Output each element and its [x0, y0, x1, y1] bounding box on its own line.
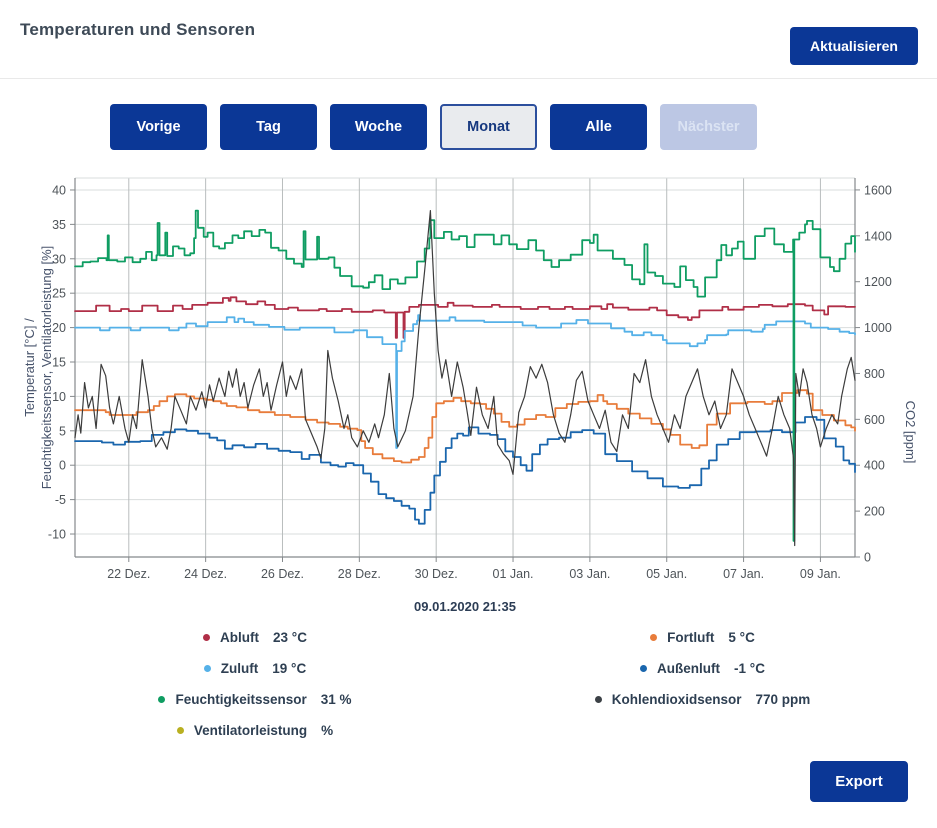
legend-value: 5 °C: [728, 630, 755, 645]
left-axis-tick-label: -10: [48, 528, 66, 542]
page-title: Temperaturen und Sensoren: [20, 20, 256, 39]
legend-item-ventilatorleistung[interactable]: Ventilatorleistung%: [0, 715, 510, 746]
right-axis-tick-label: 400: [864, 459, 885, 473]
legend-value: 31 %: [320, 692, 352, 707]
left-axis-tick-label: 30: [52, 252, 66, 266]
x-axis-tick-label: 26 Dez.: [261, 567, 304, 581]
chart-legend: Abluft 23 °C Zuluft 19 °C Feuchtigkeitssenso…: [0, 622, 937, 752]
left-axis-tick-label: 25: [52, 287, 66, 301]
x-axis-tick-label: 28 Dez.: [338, 567, 381, 581]
legend-column-left: Abluft 23 °C Zuluft 19 °C Feuchtigkeitssenso…: [0, 622, 510, 746]
legend-label: Zuluft: [220, 661, 259, 676]
right-axis-tick-label: 1000: [864, 321, 892, 335]
legend-dot-zuluft: [203, 665, 211, 672]
series-fortluft: [74, 389, 856, 464]
series-aussenluft: [74, 416, 856, 525]
x-axis-tick-label: 30 Dez.: [415, 567, 458, 581]
legend-dot-abluft: [203, 634, 211, 641]
left-axis-tick-label: 10: [52, 390, 66, 404]
right-axis-tick-label: 0: [864, 551, 871, 565]
right-axis: 0 200 400 600 800 1000 1200 1400 1600: [855, 183, 892, 565]
left-axis-tick-label: 20: [52, 321, 66, 335]
export-button[interactable]: Export: [810, 761, 908, 802]
x-axis-tick-label: 01 Jan.: [493, 567, 534, 581]
left-axis-label-line2: Feuchtigkeitssensor, Ventilatorleistung …: [39, 246, 54, 490]
legend-value: 770 ppm: [755, 692, 811, 707]
legend-label: Abluft: [220, 630, 260, 645]
legend-item-feuchtigkeitssensor[interactable]: Feuchtigkeitssensor 31 %: [0, 684, 510, 715]
x-axis-tick-label: 24 Dez.: [184, 567, 227, 581]
right-axis-label: CO2 [ppm]: [903, 401, 918, 464]
right-axis-tick-label: 1400: [864, 229, 892, 243]
legend-label: Fortluft: [667, 630, 715, 645]
x-axis-tick-label: 07 Jan.: [723, 567, 764, 581]
legend-dot-ventilatorleistung: [176, 727, 184, 734]
series-zuluft: [74, 314, 856, 449]
chart-canvas[interactable]: 40 35 30 25 20 15 10 5 0 -5 -10 0 200 400 600 800 1000 12…: [0, 170, 937, 620]
left-axis-tick-label: 40: [52, 183, 66, 197]
legend-item-aussenluft[interactable]: Außenluft -1 °C: [510, 653, 895, 684]
legend-value: 19 °C: [272, 661, 307, 676]
toolbar-button-alle[interactable]: Alle: [550, 104, 647, 150]
x-axis-tick-label: 09 Jan.: [800, 567, 841, 581]
header-divider: [0, 78, 937, 79]
legend-value: 23 °C: [273, 630, 307, 645]
left-axis-tick-label: 0: [59, 459, 66, 473]
x-axis-tick-label: 22 Dez.: [107, 567, 150, 581]
legend-item-zuluft[interactable]: Zuluft 19 °C: [0, 653, 510, 684]
current-timestamp: 09.01.2020 21:35: [414, 599, 516, 614]
legend-column-right: Fortluft 5 °C Außenluft -1 °C Kohlendioxidse…: [510, 622, 895, 715]
left-axis-tick-label: 5: [59, 424, 66, 438]
legend-value: -1 °C: [734, 661, 765, 676]
right-axis-tick-label: 800: [864, 367, 885, 381]
left-axis-tick-label: 35: [52, 218, 66, 232]
legend-dot-kohlendioxidsensor: [594, 696, 602, 703]
legend-label: Feuchtigkeitssensor: [175, 692, 307, 707]
legend-item-kohlendioxidsensor[interactable]: Kohlendioxidsensor 770 ppm: [510, 684, 895, 715]
right-axis-tick-label: 200: [864, 505, 885, 519]
legend-label: Kohlendioxidsensor: [611, 692, 742, 707]
series-abluft: [74, 296, 856, 339]
left-axis-tick-label: -5: [55, 493, 66, 507]
legend-label: Ventilatorleistung: [193, 723, 308, 738]
legend-label: Außenluft: [657, 661, 721, 676]
series-kohlendioxidsensor: [74, 210, 856, 547]
axis-frame: [74, 178, 856, 558]
right-axis-tick-label: 1200: [864, 275, 892, 289]
gridlines: [75, 177, 855, 557]
left-axis-tick-label: 15: [52, 355, 66, 369]
x-axis-tick-label: 05 Jan.: [646, 567, 687, 581]
legend-dot-fortluft: [650, 634, 658, 641]
legend-dot-aussenluft: [640, 665, 648, 672]
legend-value: %: [321, 723, 334, 738]
legend-item-fortluft[interactable]: Fortluft 5 °C: [510, 622, 895, 653]
chart-area: 40 35 30 25 20 15 10 5 0 -5 -10 0 200 400 600 800 1000 12…: [0, 170, 937, 620]
x-axis: 22 Dez. 24 Dez. 26 Dez. 28 Dez. 30 Dez. 01 Ja…: [107, 557, 841, 581]
right-axis-tick-label: 1600: [864, 183, 892, 197]
right-axis-tick-label: 600: [864, 413, 885, 427]
x-axis-tick-label: 03 Jan.: [569, 567, 610, 581]
toolbar-button-naechster: Nächster: [660, 104, 757, 150]
toolbar-button-monat[interactable]: Monat: [440, 104, 537, 150]
refresh-button[interactable]: Aktualisieren: [790, 27, 918, 65]
toolbar-button-tag[interactable]: Tag: [220, 104, 317, 150]
left-axis-label-line1: Temperatur [°C] /: [22, 318, 37, 417]
toolbar-button-woche[interactable]: Woche: [330, 104, 427, 150]
toolbar-button-vorige[interactable]: Vorige: [110, 104, 207, 150]
time-range-toolbar: Vorige Tag Woche Monat Alle Nächster: [110, 104, 757, 150]
left-axis: 40 35 30 25 20 15 10 5 0 -5 -10: [48, 183, 75, 542]
legend-dot-feuchtigkeitssensor: [158, 696, 166, 703]
series-feuchtigkeitssensor: [74, 209, 856, 542]
legend-item-abluft[interactable]: Abluft 23 °C: [0, 622, 510, 653]
